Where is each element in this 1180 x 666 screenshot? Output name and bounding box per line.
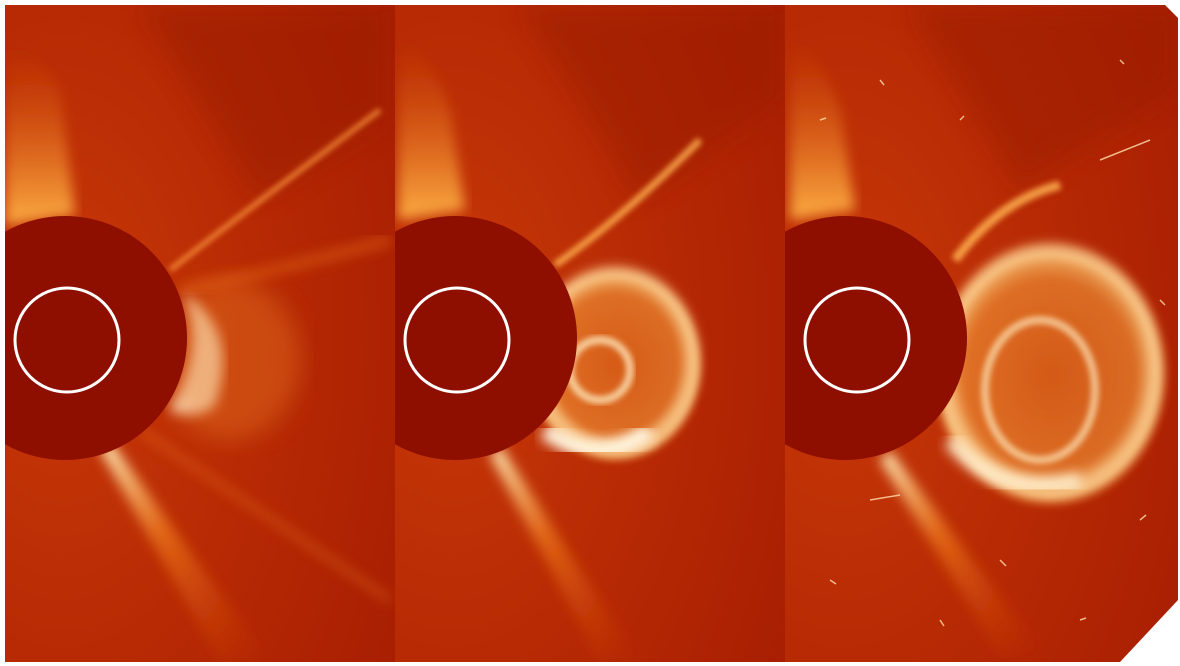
panel-late [785,5,1178,662]
panel-middle [395,5,785,662]
panel-early [5,5,395,662]
